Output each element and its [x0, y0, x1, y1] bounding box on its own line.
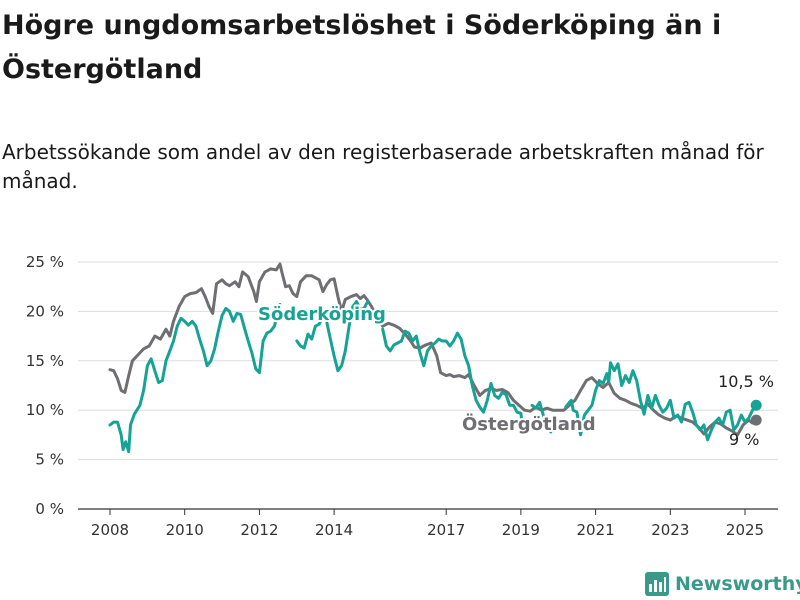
- series-line-soderkoping: [108, 303, 282, 454]
- x-tick-label: 2021: [576, 521, 614, 539]
- series-line-soderkoping: [295, 300, 370, 373]
- x-tick-label: 2017: [427, 521, 465, 539]
- y-tick-label: 20 %: [26, 302, 64, 320]
- x-tick-label: 2012: [240, 521, 278, 539]
- x-tick-label: 2014: [315, 521, 353, 539]
- end-value-label-ostergotland: 9 %: [729, 430, 759, 449]
- series-label-ostergotland: Östergötland: [462, 413, 596, 435]
- y-tick-label: 0 %: [35, 500, 64, 518]
- x-tick-label: 2008: [91, 521, 129, 539]
- bar-chart-icon: [645, 572, 669, 596]
- y-tick-label: 25 %: [26, 253, 64, 271]
- x-tick-label: 2010: [166, 521, 204, 539]
- x-tick-label: 2019: [502, 521, 540, 539]
- series-line-soderkoping: [381, 327, 527, 436]
- chart-title: Högre ungdomsarbetslöshet i Söderköping …: [2, 10, 722, 85]
- series-label-soderkoping: Söderköping: [258, 304, 386, 325]
- x-tick-label: 2025: [726, 521, 764, 539]
- y-tick-label: 10 %: [26, 401, 64, 419]
- series-line-ostergotland: [108, 262, 758, 437]
- y-tick-label: 15 %: [26, 352, 64, 370]
- newsworthy-logo: Newsworthy: [645, 570, 800, 598]
- series-line-soderkoping: [530, 400, 553, 434]
- brand-name: Newsworthy: [675, 573, 800, 595]
- end-point-ostergotland: [750, 414, 762, 426]
- chart-subtitle: Arbetssökande som andel av den registerb…: [2, 140, 764, 193]
- end-point-soderkoping: [750, 399, 762, 411]
- x-tick-label: 2023: [651, 521, 689, 539]
- series-line-soderkoping: [564, 361, 758, 442]
- end-value-label-soderkoping: 10,5 %: [718, 372, 774, 391]
- y-tick-label: 5 %: [35, 451, 64, 469]
